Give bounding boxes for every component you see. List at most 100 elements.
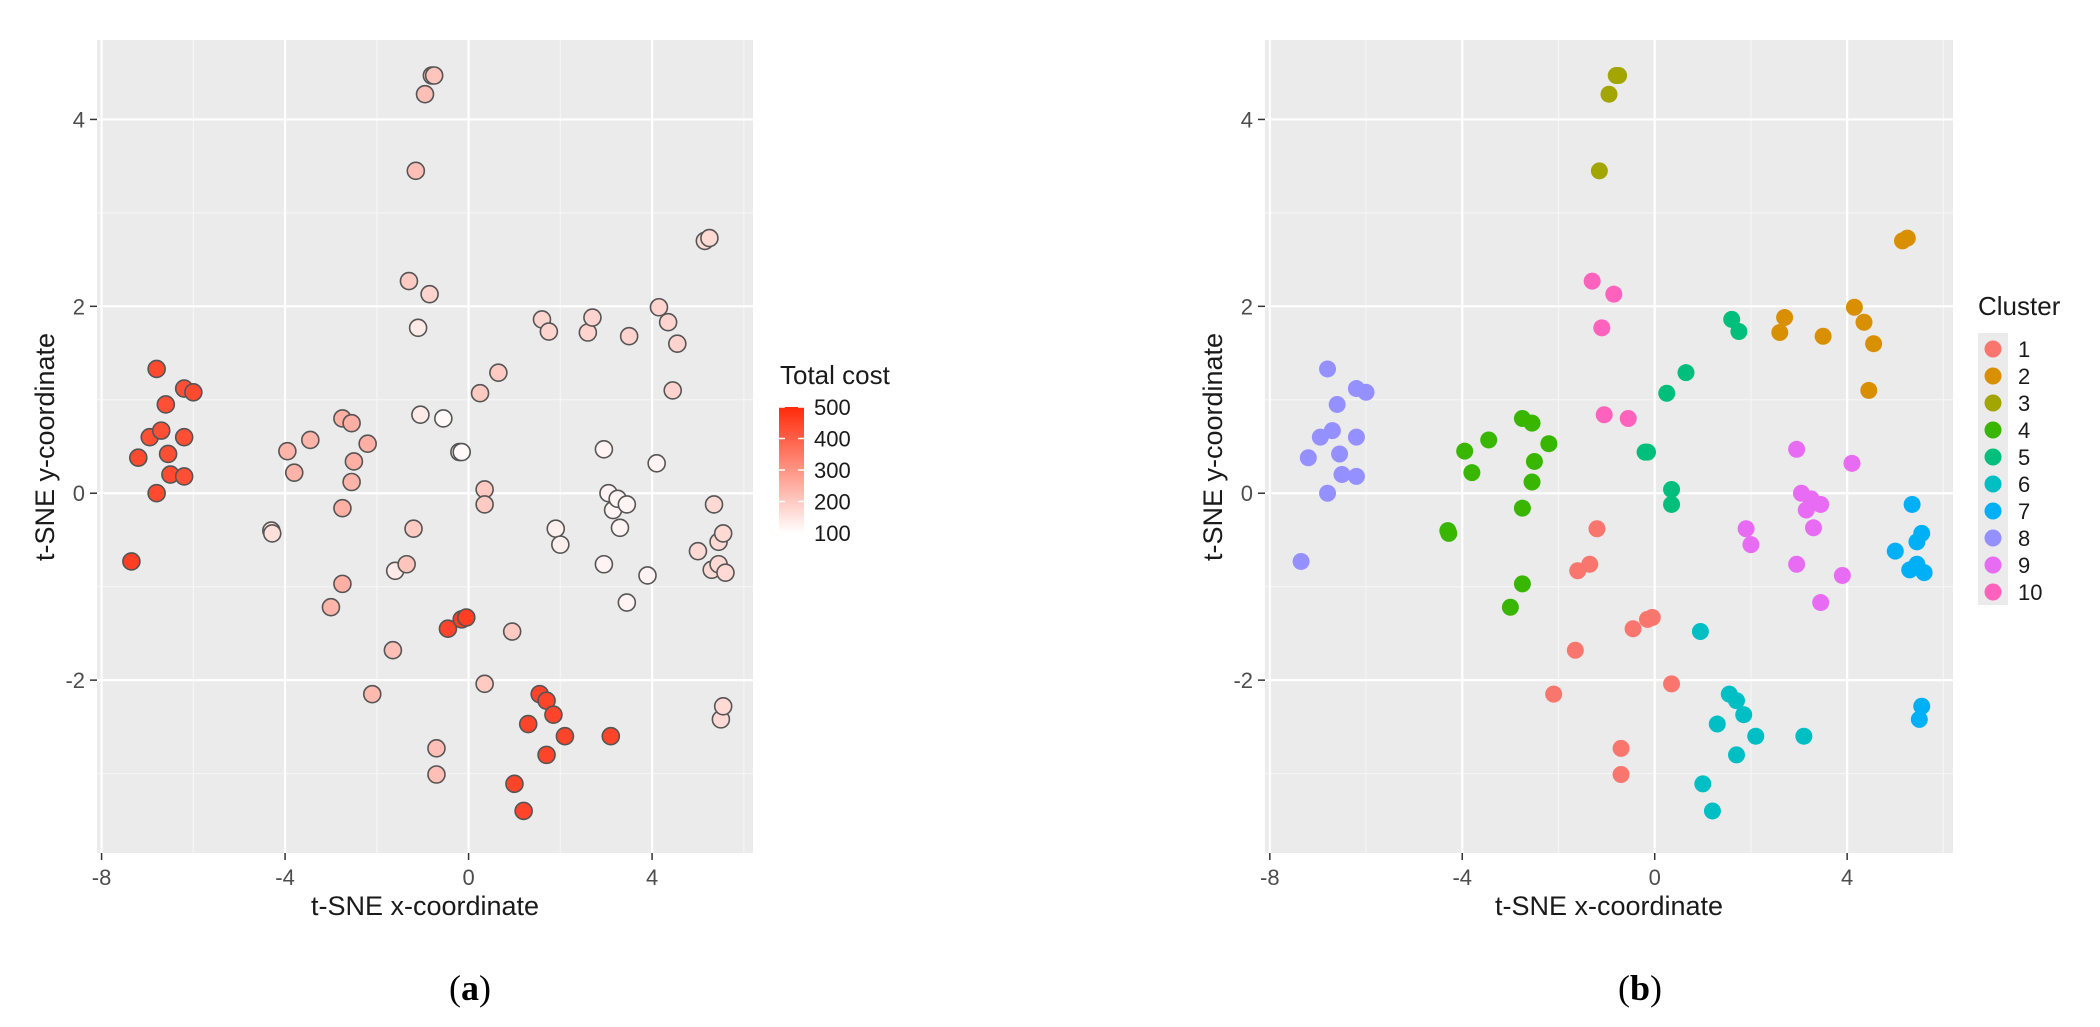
data-point (610, 518, 630, 538)
x-tick-label: 4 (646, 865, 658, 890)
data-point (424, 66, 444, 85)
legend-key-4 (1984, 421, 2002, 439)
data-point (1812, 594, 1830, 612)
data-point (489, 363, 508, 382)
data-point (1600, 85, 1618, 103)
data-point (502, 622, 522, 641)
data-point (344, 452, 364, 471)
data-point (420, 284, 439, 304)
legend-label-6: 6 (2018, 472, 2030, 497)
data-point (128, 448, 148, 468)
data-point (438, 619, 458, 639)
y-axis-title-b: t-SNE y-coordinate (1198, 333, 1228, 561)
data-point (1581, 555, 1599, 573)
data-point (704, 495, 724, 514)
data-point (1913, 697, 1931, 715)
data-point (1703, 802, 1721, 820)
data-point (1323, 422, 1341, 440)
data-point (713, 524, 733, 543)
data-point (1788, 555, 1806, 573)
data-point (1299, 449, 1317, 467)
data-point (1347, 467, 1365, 485)
data-point (649, 297, 669, 317)
data-point (1915, 564, 1933, 582)
data-point (397, 554, 416, 574)
data-point (262, 524, 282, 543)
legend-key-7 (1984, 502, 2002, 520)
legend-key-3 (1984, 394, 2002, 412)
y-tick-label: 4 (1241, 107, 1253, 132)
legend-label-3: 3 (2018, 391, 2030, 416)
data-point (156, 395, 176, 414)
data-point (713, 696, 733, 716)
data-point (1595, 406, 1613, 424)
legend-label-9: 9 (2018, 553, 2030, 578)
data-point (475, 495, 494, 514)
panel-a: -8 -4 0 4 -2 0 2 4 t-SNE x-coordinate t-SNE y-c… (30, 40, 891, 1008)
data-point (1771, 323, 1789, 341)
panel-label-a: a (461, 968, 479, 1008)
y-tick-label: 2 (73, 294, 85, 319)
legend-label-5: 5 (2018, 445, 2030, 470)
data-point (1855, 313, 1873, 331)
legend-label-8: 8 (2018, 526, 2030, 551)
data-point (1328, 395, 1346, 413)
data-point (1903, 495, 1921, 513)
x-tick-label: -4 (1452, 865, 1472, 890)
data-point (1347, 428, 1365, 446)
data-point (158, 444, 178, 464)
data-point (174, 467, 194, 486)
x-tick-label: 0 (1649, 865, 1661, 890)
data-point (1694, 775, 1712, 793)
data-point (362, 684, 382, 704)
x-tick-label: -8 (1260, 865, 1280, 890)
legend-key-1 (1984, 340, 2002, 358)
data-point (1605, 285, 1623, 303)
x-tick-label: 4 (1841, 865, 1853, 890)
data-point (406, 161, 426, 181)
data-point (505, 774, 524, 794)
data-point (1727, 746, 1745, 764)
data-point (1814, 327, 1832, 345)
x-axis-title-b: t-SNE x-coordinate (1495, 891, 1723, 921)
panel-caption-b: (b) (1618, 968, 1662, 1008)
data-point (1566, 641, 1584, 659)
legend-label-7: 7 (2018, 499, 2030, 524)
data-point (408, 318, 428, 338)
data-point (1540, 435, 1558, 453)
panel-b: -8 -4 0 4 -2 0 2 4 t-SNE x-coordinate t-SNE y-c… (1198, 40, 2061, 1008)
data-point (1593, 319, 1611, 337)
legend-label-2: 2 (2018, 364, 2030, 389)
legend-title: Cluster (1978, 291, 2061, 321)
data-point (151, 421, 171, 440)
data-point (1456, 442, 1474, 460)
data-point (700, 228, 719, 248)
data-point (544, 705, 563, 724)
tick-labels-a: -8 -4 0 4 -2 0 2 4 (65, 107, 658, 890)
data-point (452, 442, 471, 462)
data-point (638, 566, 657, 585)
y-tick-label: -2 (65, 668, 85, 693)
data-point (1708, 715, 1726, 733)
data-point (122, 552, 141, 571)
data-point (1331, 445, 1349, 463)
colorbar-title: Total cost (780, 360, 891, 390)
data-point (1663, 675, 1681, 693)
legend-key-6 (1984, 475, 2002, 493)
data-point (601, 726, 621, 746)
data-point (539, 322, 559, 341)
data-point (301, 430, 320, 450)
colorbar-tick-label: 100 (814, 521, 851, 546)
data-point (284, 463, 304, 482)
data-point (1804, 519, 1822, 537)
legend-label-4: 4 (2018, 418, 2030, 443)
colorbar-ticks: 500 400 300 200 100 (779, 395, 851, 546)
data-point (1886, 542, 1904, 560)
data-point (617, 495, 637, 514)
data-point (594, 554, 614, 574)
data-point (537, 745, 556, 765)
data-point (434, 409, 453, 428)
data-point (1727, 692, 1745, 710)
